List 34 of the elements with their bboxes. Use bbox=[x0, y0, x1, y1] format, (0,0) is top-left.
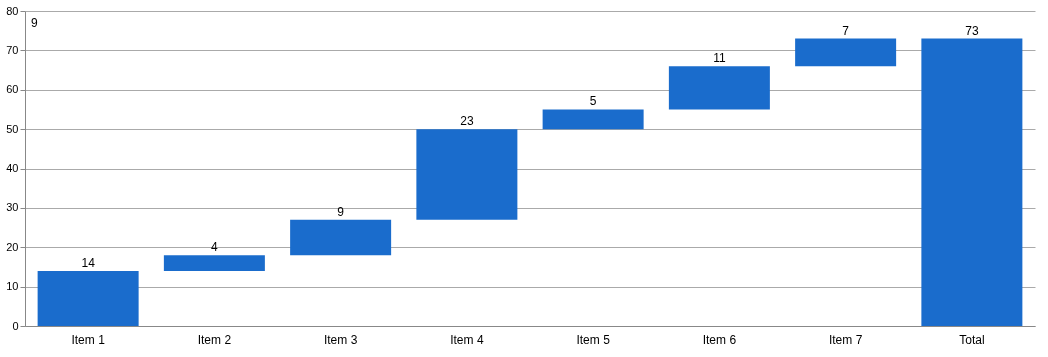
data-label: 5 bbox=[589, 94, 597, 109]
x-tick-label: Item 7 bbox=[828, 332, 863, 347]
data-label: 73 bbox=[965, 23, 979, 38]
y-tick-label: 30 bbox=[6, 201, 19, 214]
data-label: 7 bbox=[842, 23, 850, 38]
bar bbox=[290, 219, 392, 256]
x-tick-label: Item 2 bbox=[197, 332, 232, 347]
bar bbox=[921, 38, 1023, 326]
y-tick-label: 50 bbox=[6, 122, 19, 135]
annotation: 9 bbox=[31, 16, 38, 30]
y-tick-label: 40 bbox=[6, 162, 19, 174]
y-tick-label: 10 bbox=[6, 280, 19, 293]
bar bbox=[37, 270, 139, 326]
y-tick-label: 0 bbox=[12, 319, 19, 332]
y-tick-label: 20 bbox=[6, 240, 19, 253]
data-label: 23 bbox=[460, 114, 474, 129]
bar bbox=[542, 109, 644, 130]
y-tick-label: 60 bbox=[6, 83, 19, 96]
bar bbox=[668, 66, 770, 110]
data-label: 14 bbox=[81, 255, 96, 270]
x-tick-label: Item 4 bbox=[450, 332, 484, 347]
data-label: 9 bbox=[337, 204, 345, 219]
bar bbox=[795, 38, 897, 67]
x-tick-label: Item 6 bbox=[702, 332, 737, 347]
bar bbox=[416, 129, 518, 220]
data-label: 4 bbox=[211, 240, 219, 255]
x-tick-label: Item 5 bbox=[576, 332, 611, 347]
bar bbox=[163, 255, 265, 271]
x-tick-label: Item 1 bbox=[71, 332, 106, 347]
y-tick-label: 80 bbox=[6, 4, 19, 17]
x-tick-label: Item 3 bbox=[323, 332, 358, 347]
data-label: 11 bbox=[713, 51, 726, 66]
x-tick-label: Total bbox=[959, 332, 985, 347]
y-tick-label: 70 bbox=[6, 43, 19, 56]
